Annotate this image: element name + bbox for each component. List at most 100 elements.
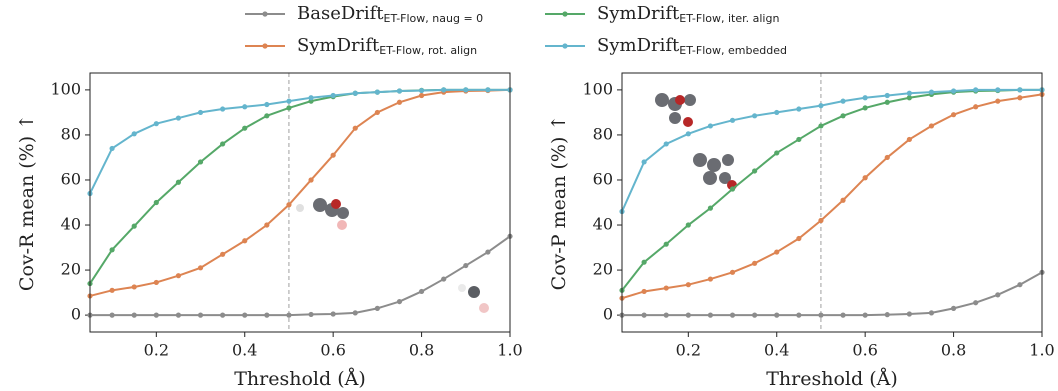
legend-subscript: ET-Flow, naug = 0 xyxy=(384,12,484,25)
point xyxy=(331,153,336,158)
point xyxy=(353,126,358,131)
legend-subscript: ET-Flow, rot. align xyxy=(379,44,477,57)
legend-name: SymDrift xyxy=(597,3,680,24)
point xyxy=(264,113,269,118)
point xyxy=(818,103,823,108)
point xyxy=(286,99,291,104)
x-tick-label: 0.2 xyxy=(144,341,169,360)
point xyxy=(642,289,647,294)
point xyxy=(664,313,669,318)
point xyxy=(375,90,380,95)
point xyxy=(796,236,801,241)
y-axis-label: Cov-P mean (%) ↑ xyxy=(548,115,570,291)
point xyxy=(154,121,159,126)
legend-name: SymDrift xyxy=(597,35,680,56)
x-tick-label: 0.4 xyxy=(764,341,789,360)
point xyxy=(242,104,247,109)
point xyxy=(664,285,669,290)
point xyxy=(198,110,203,115)
point xyxy=(774,150,779,155)
point xyxy=(375,110,380,115)
point xyxy=(419,93,424,98)
point xyxy=(642,159,647,164)
point xyxy=(1017,282,1022,287)
point xyxy=(752,313,757,318)
point xyxy=(995,292,1000,297)
point xyxy=(110,288,115,293)
point xyxy=(973,300,978,305)
point xyxy=(730,118,735,123)
point xyxy=(441,87,446,92)
point xyxy=(840,113,845,118)
point xyxy=(686,131,691,136)
legend-label: BaseDriftET-Flow, naug = 0 xyxy=(297,3,483,25)
point xyxy=(774,110,779,115)
y-tick-label: 100 xyxy=(582,79,613,98)
point xyxy=(463,263,468,268)
point xyxy=(730,270,735,275)
point xyxy=(973,87,978,92)
y-tick-label: 60 xyxy=(593,169,613,188)
point xyxy=(375,306,380,311)
point xyxy=(286,105,291,110)
point xyxy=(331,311,336,316)
point xyxy=(1017,95,1022,100)
series-line xyxy=(90,90,510,296)
x-tick-label: 1.0 xyxy=(497,341,522,360)
x-axis-label: Threshold (Å) xyxy=(766,368,898,390)
legend-marker xyxy=(562,43,567,48)
point xyxy=(951,88,956,93)
point xyxy=(198,313,203,318)
point xyxy=(132,224,137,229)
legend-name: BaseDrift xyxy=(297,3,384,24)
x-axis-label: Threshold (Å) xyxy=(234,368,366,390)
series-line xyxy=(90,236,510,315)
point xyxy=(664,141,669,146)
legend-subscript: ET-Flow, iter. align xyxy=(679,12,779,25)
point xyxy=(110,146,115,151)
y-tick-label: 100 xyxy=(50,79,81,98)
point xyxy=(686,282,691,287)
series-line xyxy=(622,90,1042,212)
x-tick-label: 0.4 xyxy=(232,341,257,360)
point xyxy=(796,106,801,111)
point xyxy=(818,313,823,318)
y-axis-label: Cov-R mean (%) ↑ xyxy=(16,114,38,291)
point xyxy=(863,105,868,110)
legend-label: SymDriftET-Flow, embedded xyxy=(597,35,787,57)
point xyxy=(885,155,890,160)
point xyxy=(419,289,424,294)
point xyxy=(818,123,823,128)
series-line xyxy=(90,90,510,284)
point xyxy=(308,95,313,100)
point xyxy=(907,137,912,142)
point xyxy=(929,123,934,128)
point xyxy=(995,99,1000,104)
legend-label: SymDriftET-Flow, iter. align xyxy=(597,3,779,25)
point xyxy=(397,299,402,304)
x-tick-label: 0.8 xyxy=(941,341,966,360)
series-line xyxy=(622,272,1042,315)
y-tick-label: 80 xyxy=(593,124,613,143)
point xyxy=(708,206,713,211)
point xyxy=(485,249,490,254)
legend-name: SymDrift xyxy=(297,35,380,56)
point xyxy=(353,310,358,315)
point xyxy=(176,273,181,278)
plot-frame xyxy=(622,73,1042,332)
point xyxy=(286,202,291,207)
point xyxy=(863,95,868,100)
point xyxy=(686,222,691,227)
point xyxy=(907,95,912,100)
point xyxy=(863,175,868,180)
y-tick-label: 60 xyxy=(61,169,81,188)
legend-marker xyxy=(562,11,567,16)
point xyxy=(220,141,225,146)
x-tick-label: 1.0 xyxy=(1029,341,1054,360)
legend-label: SymDriftET-Flow, rot. align xyxy=(297,35,477,57)
point xyxy=(885,100,890,105)
point xyxy=(242,238,247,243)
point xyxy=(730,186,735,191)
point xyxy=(132,313,137,318)
point xyxy=(840,198,845,203)
